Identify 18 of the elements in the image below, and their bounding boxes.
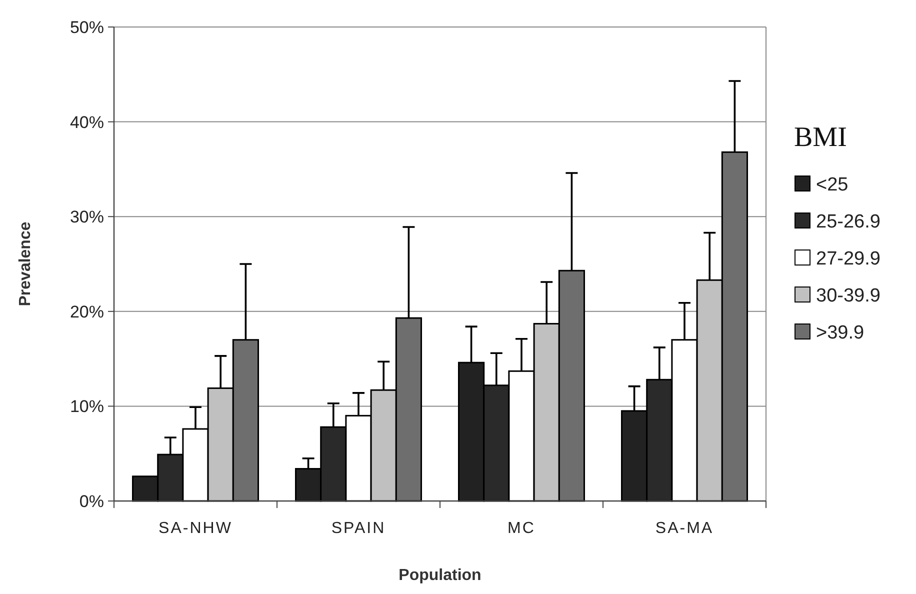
y-tick-label: 30% [70,208,104,227]
x-tick-label: SA-NHW [158,520,232,537]
y-tick-label: 10% [70,397,104,416]
y-tick-label: 0% [79,492,104,511]
y-axis-title: Prevalence [17,222,34,306]
x-tick-label: SA-MA [655,520,714,537]
legend-label: >39.9 [816,322,864,344]
legend-label: 25-26.9 [816,212,880,233]
y-tick-label: 50% [70,18,104,37]
x-axis-title: Population [398,567,482,584]
y-tick-label: 20% [70,302,104,322]
legend-label: 27-29.9 [816,248,880,270]
legend-label: 30-39.9 [816,286,880,307]
legend-title: BMI [794,122,847,153]
x-tick-label: SPAIN [331,520,386,537]
x-tick-label: MC [508,520,536,537]
y-tick-label: 40% [70,112,104,132]
legend-label: <25 [816,174,848,196]
